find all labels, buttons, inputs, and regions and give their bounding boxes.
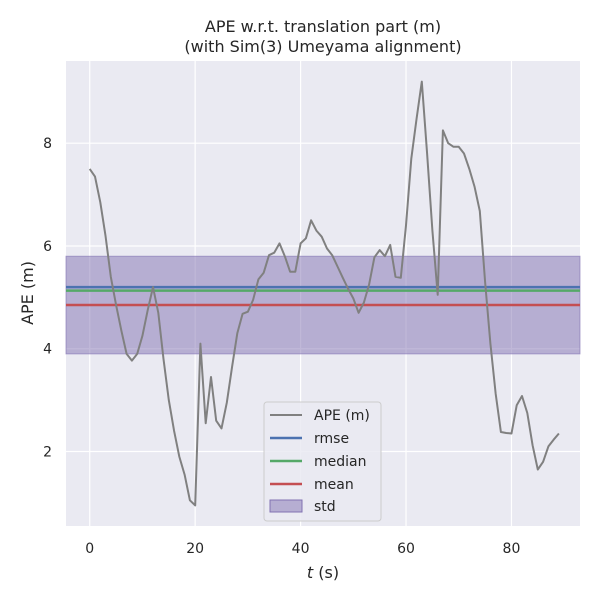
ape-series-line	[88, 80, 560, 507]
legend-label-rmse: rmse	[314, 431, 349, 447]
legend-box	[263, 401, 382, 522]
legend-label-median: median	[314, 454, 366, 470]
x-axis-label: t (s)	[307, 563, 339, 582]
legend-label-ape: APE (m)	[314, 408, 370, 424]
y-tick-label: 4	[43, 342, 52, 358]
x-tick-label: 60	[397, 541, 415, 557]
series-layer	[88, 80, 560, 507]
legend-label-mean: mean	[314, 477, 354, 493]
chart-title: APE w.r.t. translation part (m)	[205, 17, 441, 36]
x-tick-label: 0	[85, 541, 94, 557]
y-tick-label: 6	[43, 239, 52, 255]
x-axis-label-var: t	[307, 563, 314, 582]
tick-labels: 0 20 40 60 80 2 4 6 8	[43, 136, 520, 557]
legend-label-std: std	[314, 499, 336, 515]
y-tick-label: 2	[43, 444, 52, 460]
x-tick-label: 40	[292, 541, 310, 557]
x-tick-label: 80	[503, 541, 521, 557]
y-axis-label: APE (m)	[18, 261, 37, 325]
chart-subtitle: (with Sim(3) Umeyama alignment)	[184, 37, 461, 56]
legend: APE (m) rmse median mean std	[263, 401, 382, 522]
x-tick-label: 20	[186, 541, 204, 557]
y-tick-label: 8	[43, 136, 52, 152]
x-axis-label-unit: (s)	[313, 563, 339, 582]
legend-swatch-std	[269, 499, 303, 513]
